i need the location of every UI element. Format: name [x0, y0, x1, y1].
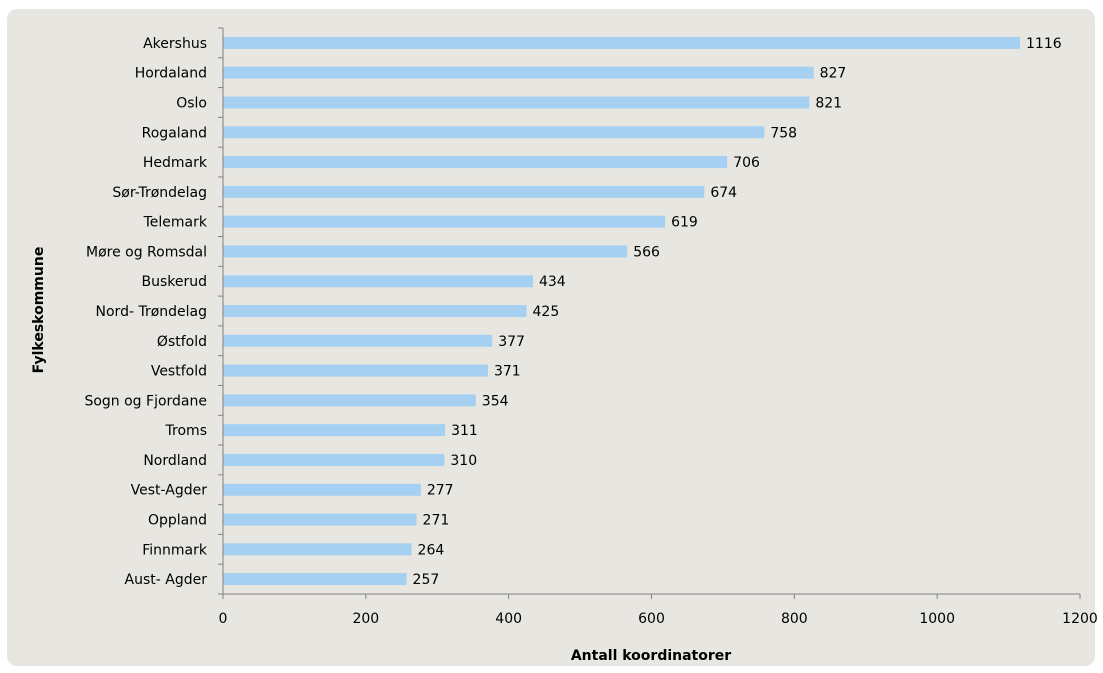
data-label-9: 425	[533, 304, 560, 320]
data-label-13: 311	[451, 423, 478, 439]
x-tick-label-6: 1200	[1062, 611, 1098, 627]
category-label-1: Hordaland	[135, 66, 207, 82]
data-label-18: 257	[413, 572, 440, 588]
data-label-6: 619	[671, 215, 698, 231]
bar-3	[223, 126, 765, 139]
bar-7	[223, 245, 628, 258]
bar-17	[223, 543, 412, 556]
x-tick-label-0: 0	[219, 611, 228, 627]
bar-8	[223, 275, 533, 288]
data-label-14: 310	[450, 453, 477, 469]
x-tick-label-1: 200	[352, 611, 379, 627]
category-label-10: Østfold	[157, 334, 207, 350]
category-label-13: Troms	[165, 423, 207, 439]
bar-12	[223, 394, 476, 407]
bar-18	[223, 573, 407, 586]
category-label-2: Oslo	[176, 95, 207, 111]
x-tick-label-5: 1000	[919, 611, 955, 627]
data-label-2: 821	[815, 95, 842, 111]
data-label-8: 434	[539, 274, 566, 290]
bar-14	[223, 453, 445, 466]
axes-layer: Akershus 1116 Hordaland 827 Oslo 821 Rogaland 7…	[84, 27, 1098, 627]
x-tick-label-4: 800	[781, 611, 808, 627]
data-label-12: 354	[482, 393, 509, 409]
data-label-16: 271	[423, 513, 450, 529]
bar-11	[223, 364, 488, 377]
category-label-14: Nordland	[143, 453, 207, 469]
bar-15	[223, 483, 421, 496]
bar-13	[223, 424, 446, 437]
data-label-3: 758	[770, 125, 797, 141]
bar-4	[223, 156, 728, 169]
category-label-0: Akershus	[143, 36, 207, 52]
bars-layer	[223, 36, 1021, 586]
bar-1	[223, 66, 814, 79]
category-label-18: Aust- Agder	[125, 572, 208, 588]
category-label-16: Oppland	[148, 513, 207, 529]
data-label-4: 706	[733, 155, 760, 171]
bar-0	[223, 36, 1021, 49]
category-label-17: Finnmark	[142, 542, 208, 558]
data-label-11: 371	[494, 364, 521, 380]
data-label-10: 377	[498, 334, 525, 350]
category-label-8: Buskerud	[141, 274, 207, 290]
chart-frame	[7, 9, 1095, 666]
bar-9	[223, 305, 527, 317]
y-axis-title: Fylkeskommune	[31, 247, 47, 374]
category-label-5: Sør-Trøndelag	[112, 185, 207, 201]
data-label-17: 264	[418, 542, 445, 558]
category-label-9: Nord- Trøndelag	[96, 304, 207, 320]
category-label-4: Hedmark	[143, 155, 208, 171]
data-label-0: 1116	[1026, 36, 1062, 52]
category-label-3: Rogaland	[142, 125, 207, 141]
category-label-12: Sogn og Fjordane	[84, 393, 207, 409]
category-label-11: Vestfold	[151, 364, 207, 380]
x-tick-label-2: 400	[495, 611, 522, 627]
category-label-7: Møre og Romsdal	[86, 244, 207, 260]
bar-10	[223, 334, 493, 347]
data-label-15: 277	[427, 483, 454, 499]
data-label-7: 566	[633, 244, 660, 260]
bar-2	[223, 96, 810, 109]
x-tick-label-3: 600	[638, 611, 665, 627]
category-label-6: Telemark	[143, 215, 208, 231]
bar-5	[223, 185, 705, 198]
bar-16	[223, 513, 417, 526]
category-label-15: Vest-Agder	[131, 483, 208, 499]
x-axis-title: Antall koordinatorer	[571, 648, 731, 664]
data-label-5: 674	[710, 185, 737, 201]
data-label-1: 827	[820, 66, 847, 82]
bar-6	[223, 215, 666, 228]
